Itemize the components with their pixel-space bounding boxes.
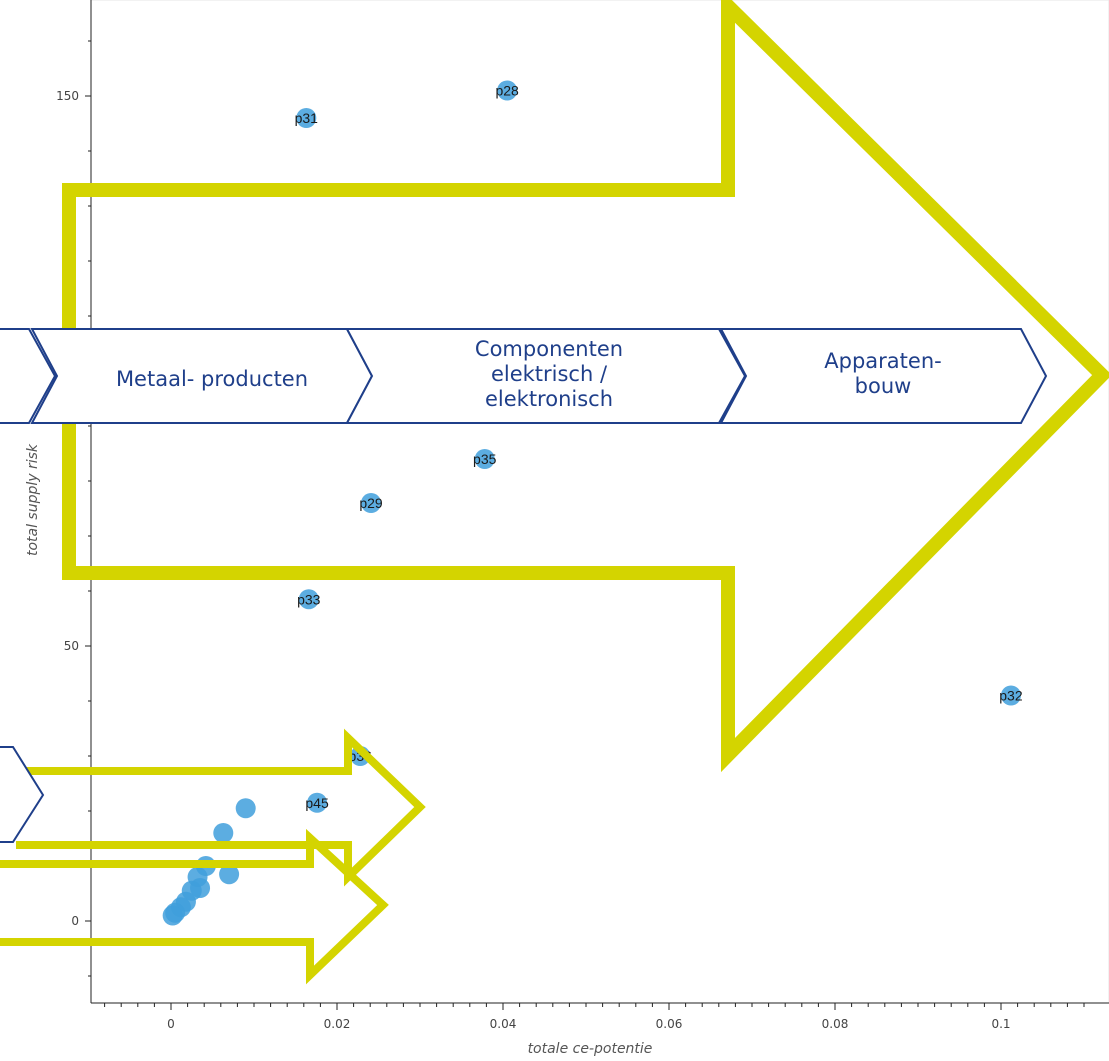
y-tick-label: 150: [56, 89, 79, 103]
chevron-apparaten-line-2: bouw: [855, 374, 912, 398]
point-label-p35: p35: [473, 451, 497, 467]
large-arrow-outline: [62, 0, 1109, 773]
x-axis-title: totale ce-potentie: [528, 1041, 653, 1057]
x-tick-label: 0.04: [490, 1017, 517, 1031]
x-tick-label: 0.02: [324, 1017, 351, 1031]
chevron-componenten-line-1: Componenten: [475, 337, 623, 361]
chevron-apparaten-label: Apparaten- bouw: [824, 349, 941, 398]
chevron-lower-left-partial: [0, 746, 45, 843]
chevron-metaal-line-1: Metaal- producten: [116, 367, 308, 391]
chevron-apparaten-line-1: Apparaten-: [824, 349, 941, 373]
data-point: [213, 823, 234, 843]
data-point-p45: [307, 792, 328, 813]
data-point-p35: [474, 449, 495, 469]
data-point-p29: [361, 493, 382, 513]
x-tick-label: 0.08: [822, 1017, 849, 1031]
data-point-p28: [497, 80, 518, 101]
point-label-p33: p33: [297, 591, 321, 607]
point-label-p28: p28: [495, 83, 519, 99]
small-arrow-outline-2: [0, 828, 389, 985]
y-tick-label: 50: [64, 639, 79, 653]
x-tick-label: 0.1: [991, 1017, 1010, 1031]
point-label-p45: p45: [305, 795, 329, 811]
x-tick-label: 0: [167, 1017, 175, 1031]
data-point: [162, 905, 183, 926]
data-point: [235, 798, 256, 819]
chevron-componenten-label: Componenten elektrisch / elektronisch: [475, 337, 623, 411]
point-label-p29: p29: [359, 495, 383, 511]
point-label-p31: p31: [295, 110, 319, 126]
x-tick-label: 0.06: [656, 1017, 683, 1031]
y-axis-title: total supply risk: [25, 443, 41, 556]
data-point-p33: [298, 589, 319, 610]
plot-area: [90, 0, 1109, 1004]
chevron-left-partial: [0, 328, 57, 424]
y-tick-label: 0: [71, 914, 79, 928]
chevron-componenten: [345, 328, 747, 424]
point-label-p32: p32: [999, 688, 1023, 704]
data-point-p32: [1000, 685, 1021, 706]
x-ticks: 0 0.02 0.04 0.06 0.08 0.1: [104, 1003, 1085, 1031]
data-point: [219, 864, 240, 885]
chevron-metaal-label: Metaal- producten: [116, 367, 308, 391]
chevron-componenten-line-2: elektrisch /: [491, 362, 608, 386]
y-ticks: 0 50 150: [56, 40, 91, 977]
chevron-componenten-line-3: elektronisch: [485, 387, 613, 411]
small-arrow-outline-1: [16, 728, 426, 887]
data-point-p31: [296, 108, 317, 128]
chevron-apparaten: [719, 328, 1048, 424]
